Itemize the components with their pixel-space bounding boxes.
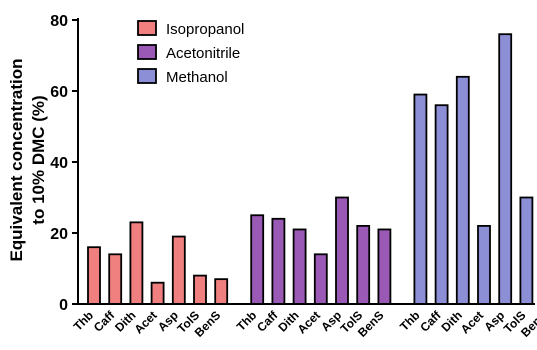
legend-label: Methanol (166, 69, 228, 86)
bar (250, 214, 265, 305)
bars (87, 33, 534, 305)
bar (313, 253, 328, 305)
x-category-label: Acet (131, 308, 159, 336)
x-category-label: Thb (234, 308, 259, 333)
x-category-label: Thb (397, 308, 422, 333)
bar (108, 253, 123, 305)
x-category-label: Asp (481, 308, 507, 334)
y-tick-label: 40 (50, 155, 68, 172)
bar (150, 281, 165, 305)
bar (271, 217, 286, 305)
bar (214, 278, 229, 305)
y-tick-label: 0 (59, 297, 68, 314)
bar (498, 33, 513, 305)
bar (413, 93, 428, 305)
bar (356, 224, 371, 305)
bar (292, 228, 307, 305)
legend-swatch (137, 20, 157, 36)
y-tick-label: 80 (50, 13, 68, 30)
bar (377, 228, 392, 305)
bar (477, 224, 491, 305)
x-category-label: Caff (254, 308, 281, 335)
y-tick-label: 20 (50, 226, 68, 243)
legend-label: Acetonitrile (166, 45, 240, 62)
x-category-label: Asp (318, 308, 344, 334)
x-category-label: Caff (417, 308, 444, 335)
y-axis-title-line-2: to 10% DMC (%) (29, 95, 48, 224)
legend-label: Isopropanol (166, 21, 244, 38)
bar (129, 221, 144, 305)
legend-swatch (137, 68, 157, 84)
bar (519, 196, 534, 305)
y-axis-title-line-1: Equivalent concentration (7, 58, 26, 261)
x-category-label: Caff (91, 308, 118, 335)
y-axis: 0 20 40 60 80 (50, 13, 79, 314)
x-category-label: Thb (71, 308, 96, 333)
bar (455, 75, 470, 305)
bar (193, 274, 207, 305)
x-category-label: Acet (458, 308, 486, 336)
x-category-label: Asp (155, 308, 181, 334)
bar (87, 246, 101, 305)
y-tick-label: 60 (50, 84, 68, 101)
bar (335, 196, 349, 305)
x-category-label: Acet (295, 308, 323, 336)
y-axis-title: Equivalent concentration to 10% DMC (%) (7, 58, 48, 261)
bar (171, 235, 186, 305)
bar (434, 104, 449, 305)
legend: Isopropanol Acetonitrile Methanol (137, 20, 244, 86)
legend-swatch (137, 44, 157, 60)
